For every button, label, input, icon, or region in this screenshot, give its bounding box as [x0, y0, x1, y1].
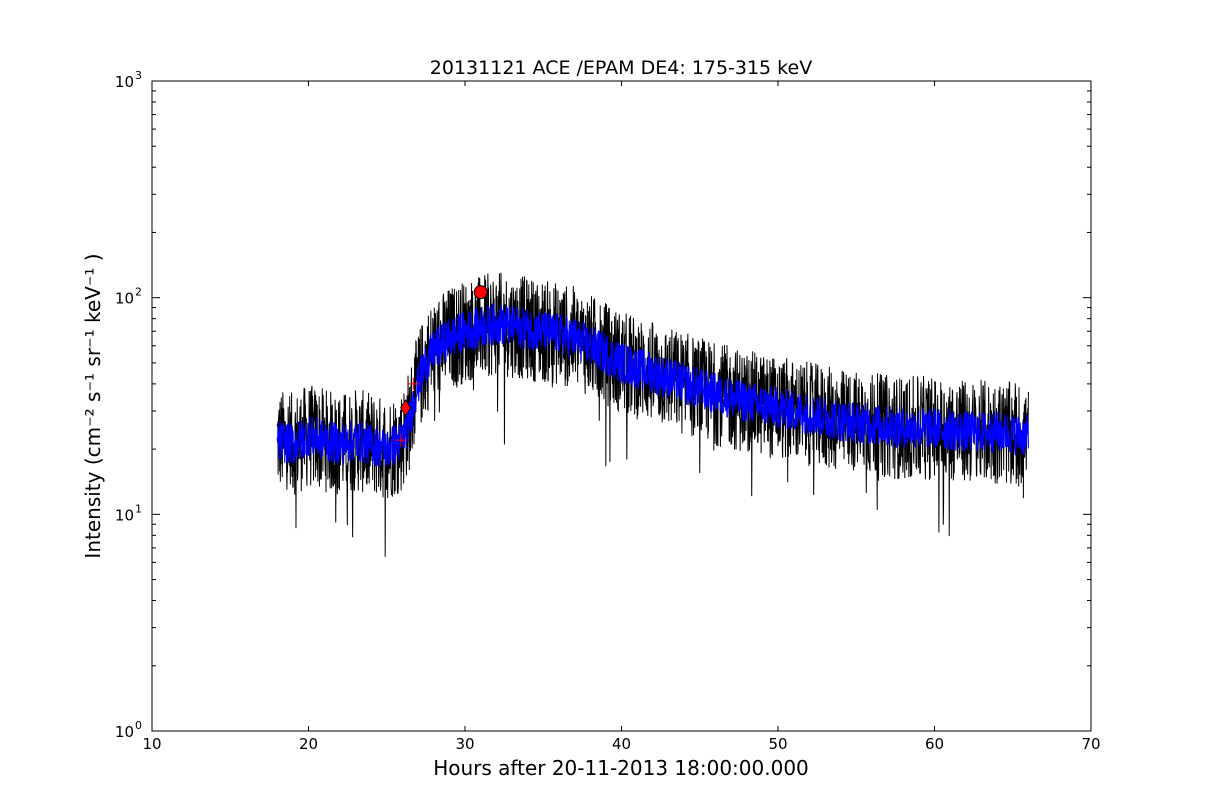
y-tick-label-0: 10	[115, 723, 134, 741]
x-tick-label-10: 10	[142, 735, 161, 753]
series-layer	[276, 272, 1029, 557]
y-axis-label: Intensity (cm⁻² s⁻¹ sr⁻¹ keV⁻¹ )	[81, 253, 105, 558]
plus-marker-3	[407, 377, 420, 390]
y-tick-label-1: 10	[115, 506, 134, 524]
x-tick-label-20: 20	[299, 735, 318, 753]
y-tick-exponent-0: 0	[135, 719, 142, 732]
series-line-black	[276, 272, 1029, 557]
x-tick-label-70: 70	[1081, 735, 1100, 753]
y-tick-label-3: 10	[115, 73, 134, 91]
peak-circle-marker	[473, 285, 488, 300]
plus-marker-2	[394, 434, 407, 447]
x-tick-label-30: 30	[455, 735, 474, 753]
y-tick-exponent-3: 3	[135, 69, 142, 82]
x-tick-label-40: 40	[612, 735, 631, 753]
y-tick-exponent-2: 2	[135, 286, 142, 299]
marker-layer	[394, 285, 488, 447]
y-tick-label-2: 10	[115, 290, 134, 308]
x-axis-label: Hours after 20-11-2013 18:00:00.000	[433, 756, 809, 780]
series-line-blue	[276, 303, 1029, 468]
y-tick-exponent-1: 1	[135, 502, 142, 515]
onset-diamond-marker	[400, 399, 412, 417]
x-tick-label-50: 50	[768, 735, 787, 753]
x-tick-label-60: 60	[925, 735, 944, 753]
chart-title: 20131121 ACE /EPAM DE4: 175-315 keV	[430, 57, 812, 79]
